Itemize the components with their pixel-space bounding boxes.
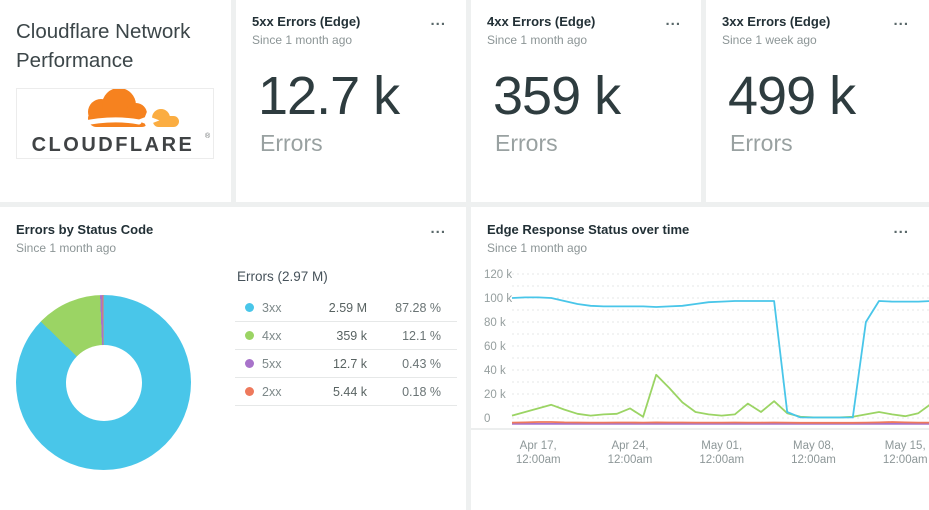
facet-label: 2xx: [262, 384, 282, 399]
svg-text:Apr 17,: Apr 17,: [520, 440, 557, 452]
overflow-menu-icon[interactable]: ...: [889, 13, 913, 28]
facet-percent: 12.1 %: [402, 328, 441, 343]
donut-hole: [66, 345, 142, 421]
panel-edge-response-status: Edge Response Status over time Since 1 m…: [471, 207, 929, 510]
svg-text:Apr 24,: Apr 24,: [611, 440, 648, 452]
kpi-3xx-unit-label: Errors: [730, 130, 793, 156]
svg-text:12:00am: 12:00am: [516, 454, 561, 466]
cloudflare-logo: CLOUDFLARE ®: [16, 88, 214, 159]
cloudflare-star-icon: [136, 109, 160, 132]
panel-brand: Cloudflare Network Performance: [0, 0, 231, 202]
svg-text:60 k: 60 k: [484, 341, 506, 353]
kpi-4xx-unit-label: Errors: [495, 130, 558, 156]
dashboard-title-line1: Cloudflare Network: [16, 20, 191, 43]
donut-panel-title: Errors by Status Code: [16, 222, 154, 237]
table-row[interactable]: 5xx 12.7 k 0.43 %: [235, 350, 457, 378]
overflow-menu-icon[interactable]: ...: [661, 13, 685, 28]
error-facet-table: Errors (2.97 M) 3xx 2.59 M 87.28 % 4xx 3…: [235, 269, 457, 406]
svg-text:May 01,: May 01,: [701, 440, 742, 452]
overflow-menu-icon[interactable]: ...: [426, 13, 450, 28]
svg-text:12:00am: 12:00am: [608, 454, 653, 466]
facet-percent: 0.18 %: [402, 384, 441, 399]
facet-label: 5xx: [262, 356, 282, 371]
facet-label: 3xx: [262, 300, 282, 315]
cloudflare-logo-text: CLOUDFLARE: [32, 134, 195, 156]
svg-text:40 k: 40 k: [484, 365, 506, 377]
svg-text:120 k: 120 k: [484, 269, 512, 281]
facet-percent: 87.28 %: [395, 300, 441, 315]
panel-kpi-4xx: 4xx Errors (Edge) Since 1 month ago ... …: [471, 0, 701, 202]
kpi-4xx-subtitle: Since 1 month ago: [487, 33, 588, 47]
series-5xx-dot-icon: [245, 359, 254, 368]
cloudflare-logo-image: CLOUDFLARE ®: [32, 89, 211, 156]
kpi-4xx-value: 359 k: [493, 66, 621, 126]
table-row[interactable]: 4xx 359 k 12.1 %: [235, 322, 457, 350]
kpi-5xx-unit-label: Errors: [260, 130, 323, 156]
facet-value: 5.44 k: [332, 384, 367, 399]
kpi-4xx-title: 4xx Errors (Edge): [487, 14, 596, 29]
timeseries-panel-subtitle: Since 1 month ago: [487, 241, 588, 255]
series-3xx-dot-icon: [245, 303, 254, 312]
timeseries-canvas[interactable]: 120 k 100 k 80 k 60 k 40 k 20 k 0 Apr 17, 12:00a…: [471, 268, 929, 468]
kpi-3xx-value: 499 k: [728, 66, 856, 126]
panel-errors-by-status-code: Errors by Status Code Since 1 month ago …: [0, 207, 466, 510]
svg-text:May 15,: May 15,: [885, 440, 926, 452]
svg-text:80 k: 80 k: [484, 317, 506, 329]
dashboard-title: Cloudflare Network Performance: [0, 0, 231, 75]
table-row[interactable]: 2xx 5.44 k 0.18 %: [235, 378, 457, 406]
series-4xx-dot-icon: [245, 331, 254, 340]
svg-text:100 k: 100 k: [484, 293, 512, 305]
cloudflare-cloud-icon: [77, 89, 179, 132]
kpi-5xx-subtitle: Since 1 month ago: [252, 33, 353, 47]
donut-panel-subtitle: Since 1 month ago: [16, 241, 117, 255]
svg-text:20 k: 20 k: [484, 389, 506, 401]
kpi-5xx-value: 12.7 k: [258, 66, 400, 126]
table-row[interactable]: 3xx 2.59 M 87.28 %: [235, 294, 457, 322]
facet-label: 4xx: [262, 328, 282, 343]
overflow-menu-icon[interactable]: ...: [426, 221, 450, 236]
facet-percent: 0.43 %: [402, 356, 441, 371]
series-2xx-dot-icon: [245, 387, 254, 396]
svg-text:12:00am: 12:00am: [883, 454, 928, 466]
facet-value: 2.59 M: [328, 300, 367, 315]
facet-value: 12.7 k: [332, 356, 367, 371]
facet-table-header: Errors (2.97 M): [237, 269, 328, 284]
panel-kpi-3xx: 3xx Errors (Edge) Since 1 week ago ... 4…: [706, 0, 929, 202]
kpi-3xx-title: 3xx Errors (Edge): [722, 14, 831, 29]
svg-text:12:00am: 12:00am: [791, 454, 836, 466]
kpi-3xx-subtitle: Since 1 week ago: [722, 33, 817, 47]
cloudflare-logo-registered-mark: ®: [205, 132, 211, 140]
svg-text:May 08,: May 08,: [793, 440, 834, 452]
dashboard-title-line2: Performance: [16, 48, 134, 72]
panel-kpi-5xx: 5xx Errors (Edge) Since 1 month ago ... …: [236, 0, 466, 202]
svg-text:12:00am: 12:00am: [699, 454, 744, 466]
timeseries-panel-title: Edge Response Status over time: [487, 222, 690, 237]
facet-value: 359 k: [336, 328, 367, 343]
svg-text:0: 0: [484, 413, 490, 425]
overflow-menu-icon[interactable]: ...: [889, 221, 913, 236]
kpi-5xx-title: 5xx Errors (Edge): [252, 14, 361, 29]
donut-chart[interactable]: [16, 295, 191, 470]
cloudflare-flare-swoosh: [77, 117, 142, 127]
